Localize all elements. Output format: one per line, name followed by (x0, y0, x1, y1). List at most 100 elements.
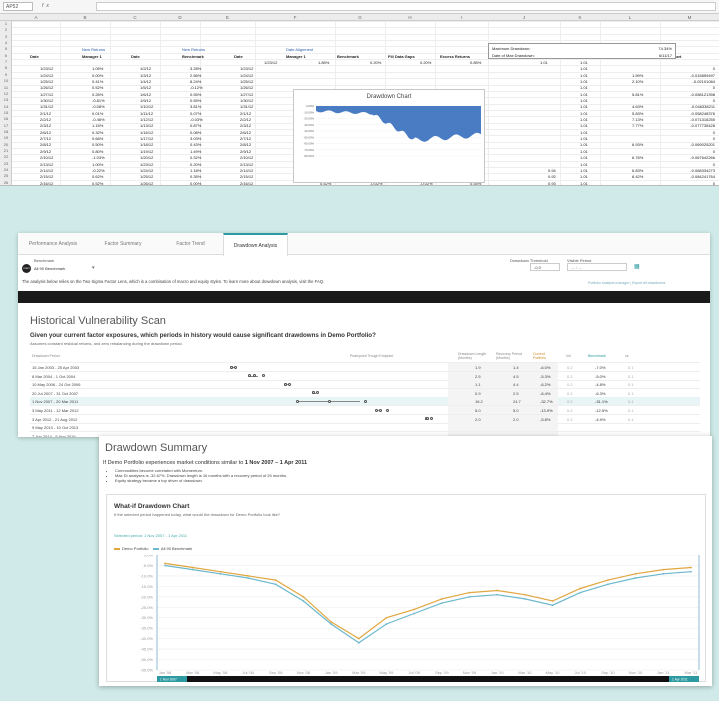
header-cell[interactable]: Manager 1 (82, 53, 102, 59)
cell[interactable]: 1.85% (318, 59, 330, 65)
cell[interactable]: 1/30/12 (40, 98, 54, 103)
cell[interactable]: 1.01 (580, 59, 588, 65)
row-header[interactable]: 12 (3, 90, 9, 96)
cell[interactable]: 0.26% (92, 91, 104, 97)
export-links[interactable]: Portfolio analysis manager | Export all … (588, 281, 666, 285)
cell[interactable]: 0.94 (548, 167, 556, 173)
cell-label[interactable]: Date Alignment (286, 47, 314, 53)
legend-item-demo[interactable]: Demo Portfolio (114, 546, 148, 551)
cell[interactable]: -0.12% (190, 85, 203, 91)
table-row[interactable]: 20 Jul 2007 - 31 Oct 2007 0.9 2.5 -6.4% 0.2 -… (30, 388, 700, 398)
cell[interactable]: 0.20% (190, 161, 202, 167)
cell[interactable]: 1.01 (580, 167, 588, 173)
row-header[interactable]: 4 (4, 40, 8, 46)
cell[interactable]: 1/31/12 (40, 104, 54, 110)
header-cell[interactable]: Date (234, 53, 243, 59)
cell[interactable]: 5.81% (632, 91, 644, 97)
cell[interactable]: 1.49% (190, 148, 202, 154)
cell[interactable]: 0.52% (92, 85, 104, 91)
cell[interactable]: -0.22% (92, 167, 105, 173)
header-cell[interactable]: Excess Returns (440, 53, 471, 59)
cell[interactable]: 0.41% (92, 78, 104, 84)
header-cell[interactable]: Benchmark (182, 53, 204, 59)
cell[interactable]: 1.01 (580, 98, 588, 103)
cell[interactable]: 1.01 (580, 110, 588, 116)
column-header[interactable]: E (225, 15, 229, 20)
column-header[interactable]: C (133, 15, 137, 20)
cell[interactable]: 0.50% (92, 142, 104, 148)
cell[interactable]: 1/27/12 (40, 91, 54, 97)
cell[interactable]: -0.015859497 (690, 72, 715, 78)
column-header[interactable]: B (83, 15, 87, 20)
cell[interactable]: 1.01 (580, 161, 588, 167)
cell[interactable]: 0.32% (190, 155, 202, 161)
cell[interactable]: -0.81% (92, 98, 105, 103)
cell[interactable]: 2/13/12 (40, 161, 54, 167)
cell[interactable]: 2/14/12 (40, 167, 54, 173)
cell[interactable]: -0.058248376 (690, 110, 715, 116)
cell-label[interactable]: New Returns (182, 47, 206, 53)
row-header[interactable]: 16 (3, 116, 9, 122)
cell[interactable]: 1.01 (580, 66, 588, 72)
cell[interactable]: 2/8/12 (40, 142, 52, 148)
cell[interactable]: 1/26/12 (40, 85, 54, 91)
cell[interactable]: -1.03% (92, 155, 105, 161)
cell[interactable]: 1.01 (580, 104, 588, 110)
row-header[interactable]: 1 (4, 21, 8, 26)
cell[interactable]: 4.63% (632, 104, 644, 110)
tab-performance-analysis[interactable]: Performance Analysis (28, 241, 78, 247)
cell[interactable]: 0 (712, 136, 715, 142)
table-row[interactable]: 3 May 2011 - 12 Mar 2012 5.0 5.0 -13.9% 0.2 -… (30, 406, 700, 415)
row-header[interactable]: 26 (3, 179, 9, 185)
header-cell[interactable]: Fill Data Gaps (388, 53, 415, 59)
row-header[interactable]: 13 (3, 97, 9, 103)
cell[interactable]: 2.56% (190, 72, 202, 78)
row-header[interactable]: 25 (3, 173, 9, 179)
cell[interactable]: 0.35% (190, 174, 202, 180)
cell[interactable]: 1.15% (92, 123, 104, 129)
row-header[interactable]: 18 (3, 128, 9, 134)
cell[interactable]: 0.32% (92, 129, 104, 135)
row-header[interactable]: 20 (3, 141, 9, 147)
cell[interactable]: 1/27/12 (240, 91, 254, 97)
cell[interactable]: 1/16/12 (140, 129, 154, 135)
cell[interactable]: -0.058121398 (690, 91, 715, 97)
column-header[interactable]: M (687, 15, 692, 20)
range-end-handle[interactable] (669, 676, 699, 682)
cell[interactable]: -0.084241764 (690, 174, 715, 180)
tab-factor-summary[interactable]: Factor Summary (104, 241, 142, 247)
cell[interactable]: 1/25/12 (140, 174, 154, 180)
cell[interactable]: 2/3/12 (40, 123, 52, 129)
cell[interactable]: 1/31/12 (240, 104, 254, 110)
cell[interactable]: 1/13/12 (140, 123, 154, 129)
cell[interactable]: 1.59% (632, 72, 644, 78)
cell[interactable]: 8.42% (632, 174, 644, 180)
calendar-icon[interactable]: ▦ (634, 264, 640, 270)
benchmark-select[interactable]: msci All 90 Benchmark ▾ (22, 264, 112, 273)
cell[interactable]: 1/26/12 (140, 180, 154, 186)
visible-period-input[interactable]: — / — (567, 263, 627, 271)
cell[interactable]: 2/2/12 (240, 117, 252, 123)
cell[interactable]: 2/10/12 (240, 155, 254, 161)
row-header[interactable]: 19 (3, 135, 9, 141)
cell[interactable]: -0.46% (92, 117, 105, 123)
cell[interactable]: 1.01 (580, 129, 588, 135)
cell[interactable]: 1.01 (580, 123, 588, 129)
cell[interactable]: 1/11/12 (140, 110, 154, 116)
column-header[interactable]: L (628, 15, 632, 20)
row-header[interactable]: 22 (3, 154, 9, 160)
row-header[interactable]: 9 (4, 71, 8, 77)
tab-drawdown-analysis[interactable]: Drawdown Analysis (223, 233, 288, 256)
row-header[interactable]: 24 (3, 167, 9, 173)
cell[interactable]: 1.01 (580, 136, 588, 142)
cell[interactable]: 2/10/12 (40, 155, 54, 161)
row-header[interactable]: 10 (3, 78, 9, 84)
cell[interactable]: 1/23/12 (264, 59, 278, 65)
cell[interactable]: 1.01 (580, 117, 588, 123)
cell[interactable]: 2/16/12 (240, 180, 254, 186)
cell[interactable]: 1.01 (540, 59, 548, 65)
formula-input[interactable] (96, 2, 716, 11)
cell[interactable]: 2/14/12 (240, 167, 254, 173)
cell[interactable]: 2/1/12 (40, 110, 52, 116)
cell[interactable]: 2/6/12 (40, 129, 52, 135)
